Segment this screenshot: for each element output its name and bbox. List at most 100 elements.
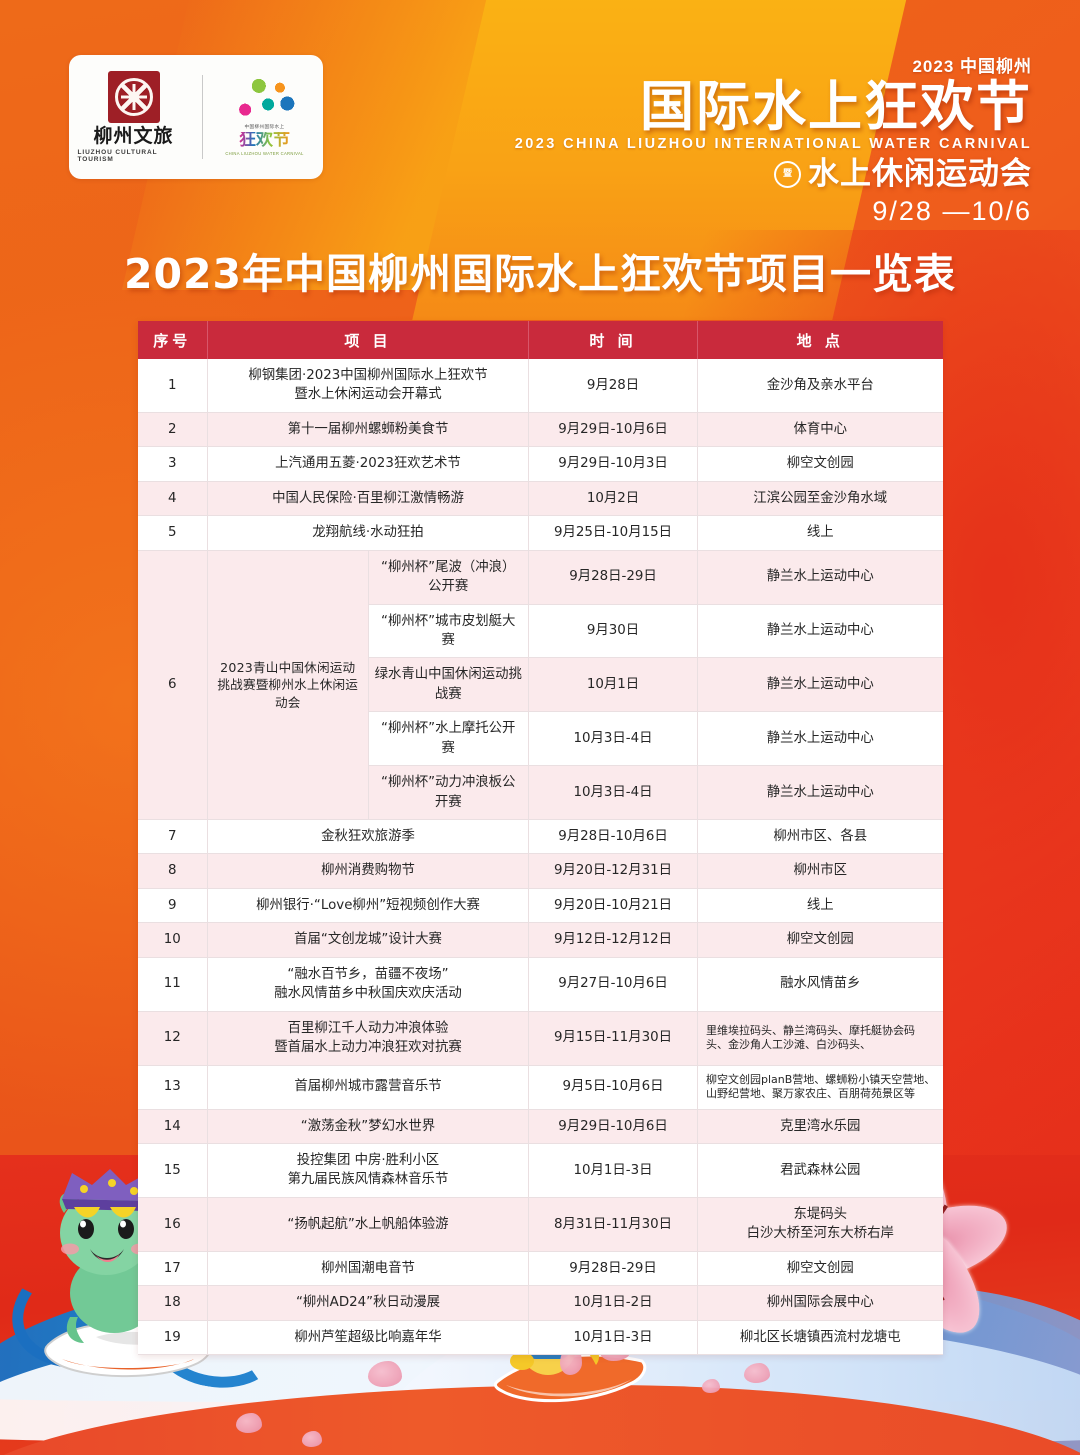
poster-header: 柳州文旅 LIUZHOU CULTURAL TOURISM 中国柳州国际水上 狂… — [0, 0, 1080, 226]
cell-time: 9月29日-10月6日 — [528, 1109, 698, 1144]
cell-location: 君武森林公园 — [697, 1143, 943, 1198]
table-row: 6 2023青山中国休闲运动挑战赛暨柳州水上休闲运动会 “柳州杯”尾波（冲浪）公开赛… — [137, 550, 943, 821]
schedule-table-container: 序号 项 目 时 间 地 点 1 柳钢集团·2023中国柳州国际水上狂欢节 暨水上休… — [137, 321, 943, 1356]
table-body: 1 柳钢集团·2023中国柳州国际水上狂欢节 暨水上休闲运动会开幕式 9月28日 金沙角… — [137, 359, 943, 1356]
cell-item: 金秋狂欢旅游季 — [207, 819, 529, 855]
cell-location: 静兰水上运动中心 — [697, 657, 943, 713]
colorful-brush-mark-icon — [233, 78, 296, 122]
cell-item: 首届“文创龙城”设计大赛 — [207, 922, 529, 958]
cell-item: 柳州国潮电音节 — [207, 1251, 529, 1287]
mark-tiny-caption: 中国柳州国际水上 — [244, 124, 285, 129]
cell-time: 9月30日 — [528, 604, 698, 659]
table-row: 15 投控集团 中房·胜利小区 第九届民族风情森林音乐节 10月1日-3日 君武森林公园 — [137, 1143, 943, 1198]
cell-location: 里维埃拉码头、静兰湾码头、摩托艇协会码头、金沙角人工沙滩、白沙码头、 — [697, 1011, 943, 1066]
table-row: 19 柳州芦笙超级比响嘉年华 10月1日-3日 柳北区长塘镇西流村龙塘屯 — [137, 1320, 943, 1356]
cell-time: 10月3日-4日 — [528, 711, 698, 767]
petal-confetti — [702, 1379, 720, 1393]
table-row: 9 柳州银行·“Love柳州”短视频创作大赛 9月20日-10月21日 线上 — [137, 888, 943, 924]
column-header-time: 时 间 — [528, 321, 698, 359]
cell-time: 9月20日-12月31日 — [528, 853, 698, 889]
table-head: 序号 项 目 时 间 地 点 — [137, 321, 943, 359]
cell-item: 柳钢集团·2023中国柳州国际水上狂欢节 暨水上休闲运动会开幕式 — [207, 359, 529, 413]
cell-location: 静兰水上运动中心 — [697, 550, 943, 605]
table-row: 11 “融水百节乡，苗疆不夜场” 融水风情苗乡中秋国庆欢庆活动 9月27日-10月6日… — [137, 957, 943, 1012]
cell-item: 投控集团 中房·胜利小区 第九届民族风情森林音乐节 — [207, 1143, 529, 1198]
logo-divider — [201, 75, 203, 159]
cell-location: 体育中心 — [697, 412, 943, 448]
cell-time: 10月1日-3日 — [528, 1143, 698, 1198]
cell-location: 柳州市区 — [697, 853, 943, 889]
table-row: “柳州杯”城市皮划艇大赛 9月30日 静兰水上运动中心 — [138, 604, 943, 659]
column-header-location: 地 点 — [697, 321, 943, 359]
event-year-location: 2023 中国柳州 — [912, 57, 1032, 76]
table-row: 2 第十一届柳州螺蛳粉美食节 9月29日-10月6日 体育中心 — [137, 412, 943, 448]
cell-no: 13 — [137, 1065, 208, 1110]
cell-time: 9月12日-12月12日 — [528, 922, 698, 958]
cell-time: 9月25日-10月15日 — [528, 515, 698, 551]
mark-chinese-word: 狂欢节 — [239, 130, 290, 150]
table-row: “柳州杯”动力冲浪板公开赛 10月3日-4日 静兰水上运动中心 — [138, 765, 943, 820]
table-row: 16 “扬帆起航”水上帆船体验游 8月31日-11月30日 东堤码头 白沙大桥至河东大桥… — [137, 1197, 943, 1252]
table-row: 13 首届柳州城市露营音乐节 9月5日-10月6日 柳空文创园planB营地、螺蛳粉小… — [137, 1065, 943, 1110]
cell-no: 3 — [137, 446, 208, 482]
table-row: 4 中国人民保险·百里柳江激情畅游 10月2日 江滨公园至金沙角水域 — [137, 481, 943, 517]
ji-seal-icon: 暨 — [774, 161, 801, 189]
cell-location: 柳州国际会展中心 — [697, 1285, 943, 1321]
cell-item: 柳州芦笙超级比响嘉年华 — [207, 1320, 529, 1356]
cell-no: 11 — [137, 957, 208, 1012]
cell-item: 中国人民保险·百里柳江激情畅游 — [207, 481, 529, 517]
cell-time: 9月29日-10月6日 — [528, 412, 698, 448]
cell-time: 9月5日-10月6日 — [528, 1065, 698, 1110]
cell-group-label: 2023青山中国休闲运动挑战赛暨柳州水上休闲运动会 — [207, 550, 369, 821]
cell-location: 柳空文创园 — [697, 1251, 943, 1287]
water-carnival-brand-mark: 中国柳州国际水上 狂欢节 CHINA LIUZHOU WATER CARNIVA… — [215, 78, 315, 156]
mark-english-caption: CHINA LIUZHOU WATER CARNIVAL — [225, 151, 304, 156]
table-row: 18 “柳州AD24”秋日动漫展 10月1日-2日 柳州国际会展中心 — [137, 1285, 943, 1321]
cell-item: “扬帆起航”水上帆船体验游 — [207, 1197, 529, 1252]
logo-chinese-name: 柳州文旅 — [93, 124, 174, 147]
table-row: 绿水青山中国休闲运动挑战赛 10月1日 静兰水上运动中心 — [138, 657, 943, 713]
cell-location: 金沙角及亲水平台 — [697, 359, 943, 413]
logo-english-name: LIUZHOU CULTURAL TOURISM — [77, 149, 158, 164]
table-row: 5 龙翔航线·水动狂拍 9月25日-10月15日 线上 — [137, 515, 943, 551]
cell-location: 江滨公园至金沙角水域 — [697, 481, 943, 517]
cell-location: 线上 — [697, 888, 943, 924]
petal-confetti — [368, 1361, 402, 1387]
cell-time: 9月28日-29日 — [528, 550, 698, 605]
cell-item: 柳州消费购物节 — [207, 853, 529, 889]
cell-no: 17 — [137, 1251, 208, 1287]
cell-time: 10月1日 — [528, 657, 698, 713]
cell-item: 百里柳江千人动力冲浪体验 暨首届水上动力冲浪狂欢对抗赛 — [207, 1011, 529, 1066]
table-row: “柳州杯”水上摩托公开赛 10月3日-4日 静兰水上运动中心 — [138, 711, 943, 767]
cell-time: 10月2日 — [528, 481, 698, 517]
cell-item: “柳州杯”水上摩托公开赛 — [368, 711, 529, 767]
cell-location: 融水风情苗乡 — [697, 957, 943, 1012]
cell-time: 9月20日-10月21日 — [528, 888, 698, 924]
cell-no: 4 — [137, 481, 208, 517]
table-row: 12 百里柳江千人动力冲浪体验 暨首届水上动力冲浪狂欢对抗赛 9月15日-11月30日… — [137, 1011, 943, 1066]
cell-item: 龙翔航线·水动狂拍 — [207, 515, 529, 551]
table-header-row: 序号 项 目 时 间 地 点 — [137, 321, 943, 359]
cell-no: 10 — [137, 922, 208, 958]
event-subtitle: 水上休闲运动会 — [808, 156, 1032, 193]
column-header-item: 项 目 — [207, 321, 529, 359]
cell-time: 10月1日-3日 — [528, 1320, 698, 1356]
cell-no: 18 — [137, 1285, 208, 1321]
cell-no: 2 — [137, 412, 208, 448]
cell-time: 9月28日 — [528, 359, 698, 413]
cell-time: 9月29日-10月3日 — [528, 446, 698, 482]
petal-confetti — [744, 1363, 770, 1383]
event-main-title: 国际水上狂欢节 — [640, 75, 1032, 138]
petal-confetti — [302, 1431, 322, 1447]
cell-location: 静兰水上运动中心 — [697, 765, 943, 820]
cell-no: 8 — [137, 853, 208, 889]
cell-item: 首届柳州城市露营音乐节 — [207, 1065, 529, 1110]
cell-location: 静兰水上运动中心 — [697, 711, 943, 767]
cell-no: 12 — [137, 1011, 208, 1066]
cell-no: 6 — [137, 550, 208, 821]
cell-item: “激荡金秋”梦幻水世界 — [207, 1109, 529, 1144]
cell-location: 克里湾水乐园 — [697, 1109, 943, 1144]
table-row: 10 首届“文创龙城”设计大赛 9月12日-12月12日 柳空文创园 — [137, 922, 943, 958]
event-title-block: 2023 中国柳州 国际水上狂欢节 2023 CHINA LIUZHOU INT… — [515, 52, 1032, 227]
